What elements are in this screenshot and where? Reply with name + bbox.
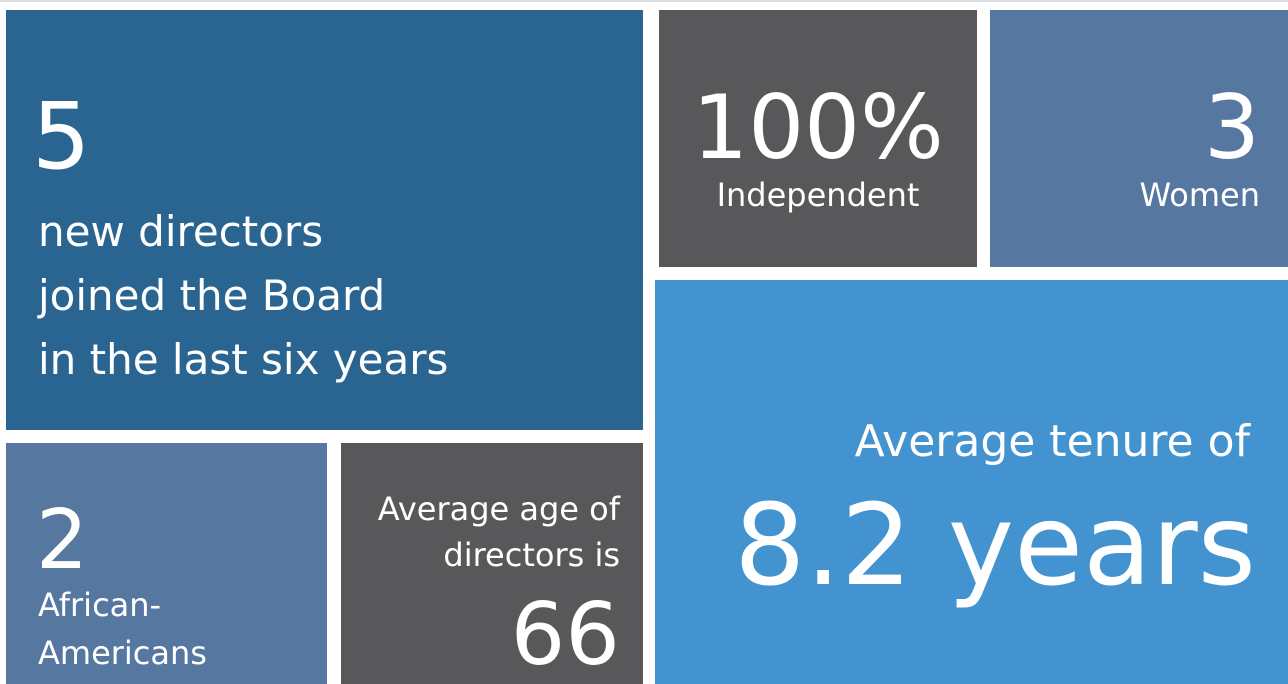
figure: 2 — [36, 493, 88, 588]
tile-african-americans — [6, 443, 327, 684]
figure: 8.2 years — [734, 481, 1256, 611]
label: joined the Board — [37, 271, 385, 320]
label: African- — [38, 586, 161, 624]
top-rule — [0, 0, 1288, 2]
tile-independent — [659, 10, 977, 267]
figure: 3 — [1204, 76, 1260, 179]
label: Average tenure of — [855, 416, 1252, 467]
label: Women — [1140, 176, 1260, 214]
tile-women — [990, 10, 1288, 267]
label: Americans — [38, 634, 207, 672]
tile-average-age — [341, 443, 643, 684]
label: directors is — [443, 536, 620, 574]
label: in the last six years — [38, 335, 448, 384]
label: new directors — [38, 207, 323, 256]
figure: 66 — [511, 585, 620, 684]
tile-new-directors — [6, 10, 643, 430]
tile-tenure — [655, 280, 1288, 684]
label: Average age of — [378, 490, 621, 528]
figure: 5 — [32, 83, 91, 190]
figure: 100% — [692, 76, 944, 179]
label: Independent — [717, 176, 920, 214]
